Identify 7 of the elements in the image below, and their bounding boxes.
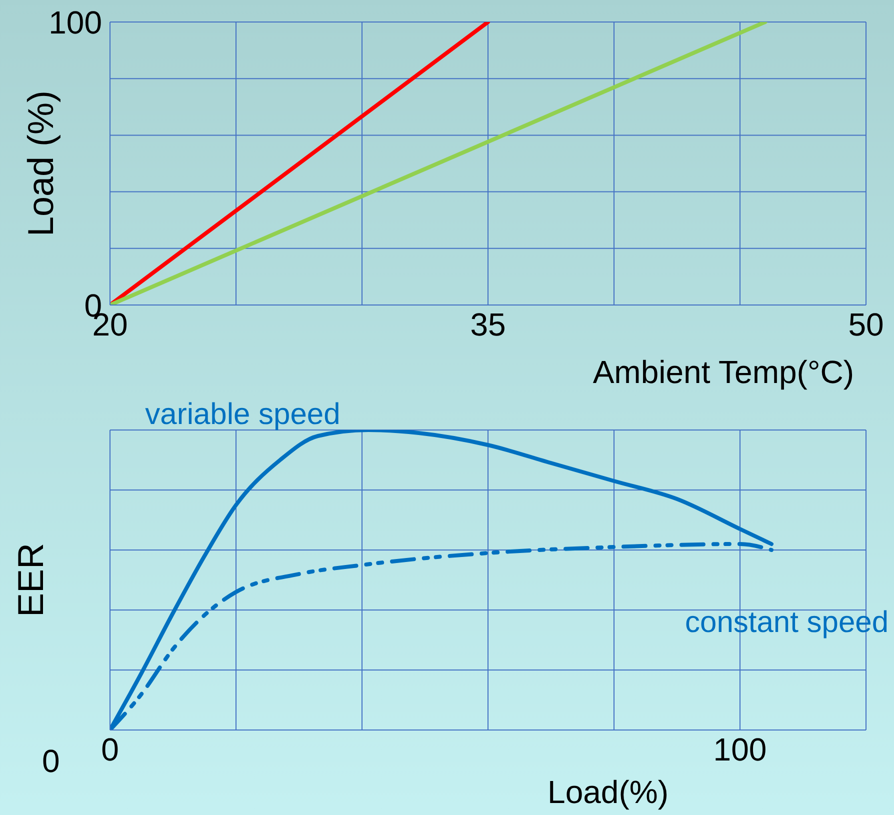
x-axis-title: Ambient Temp(°C) [592, 354, 854, 390]
x-axis-title: Load(%) [548, 774, 668, 810]
x-tick-label: 50 [848, 306, 884, 343]
x-tick-label: 35 [470, 306, 506, 343]
y-axis-title: Load (%) [20, 90, 61, 237]
y-axis-title: EER [10, 542, 51, 618]
series-label: variable speed [145, 398, 340, 431]
